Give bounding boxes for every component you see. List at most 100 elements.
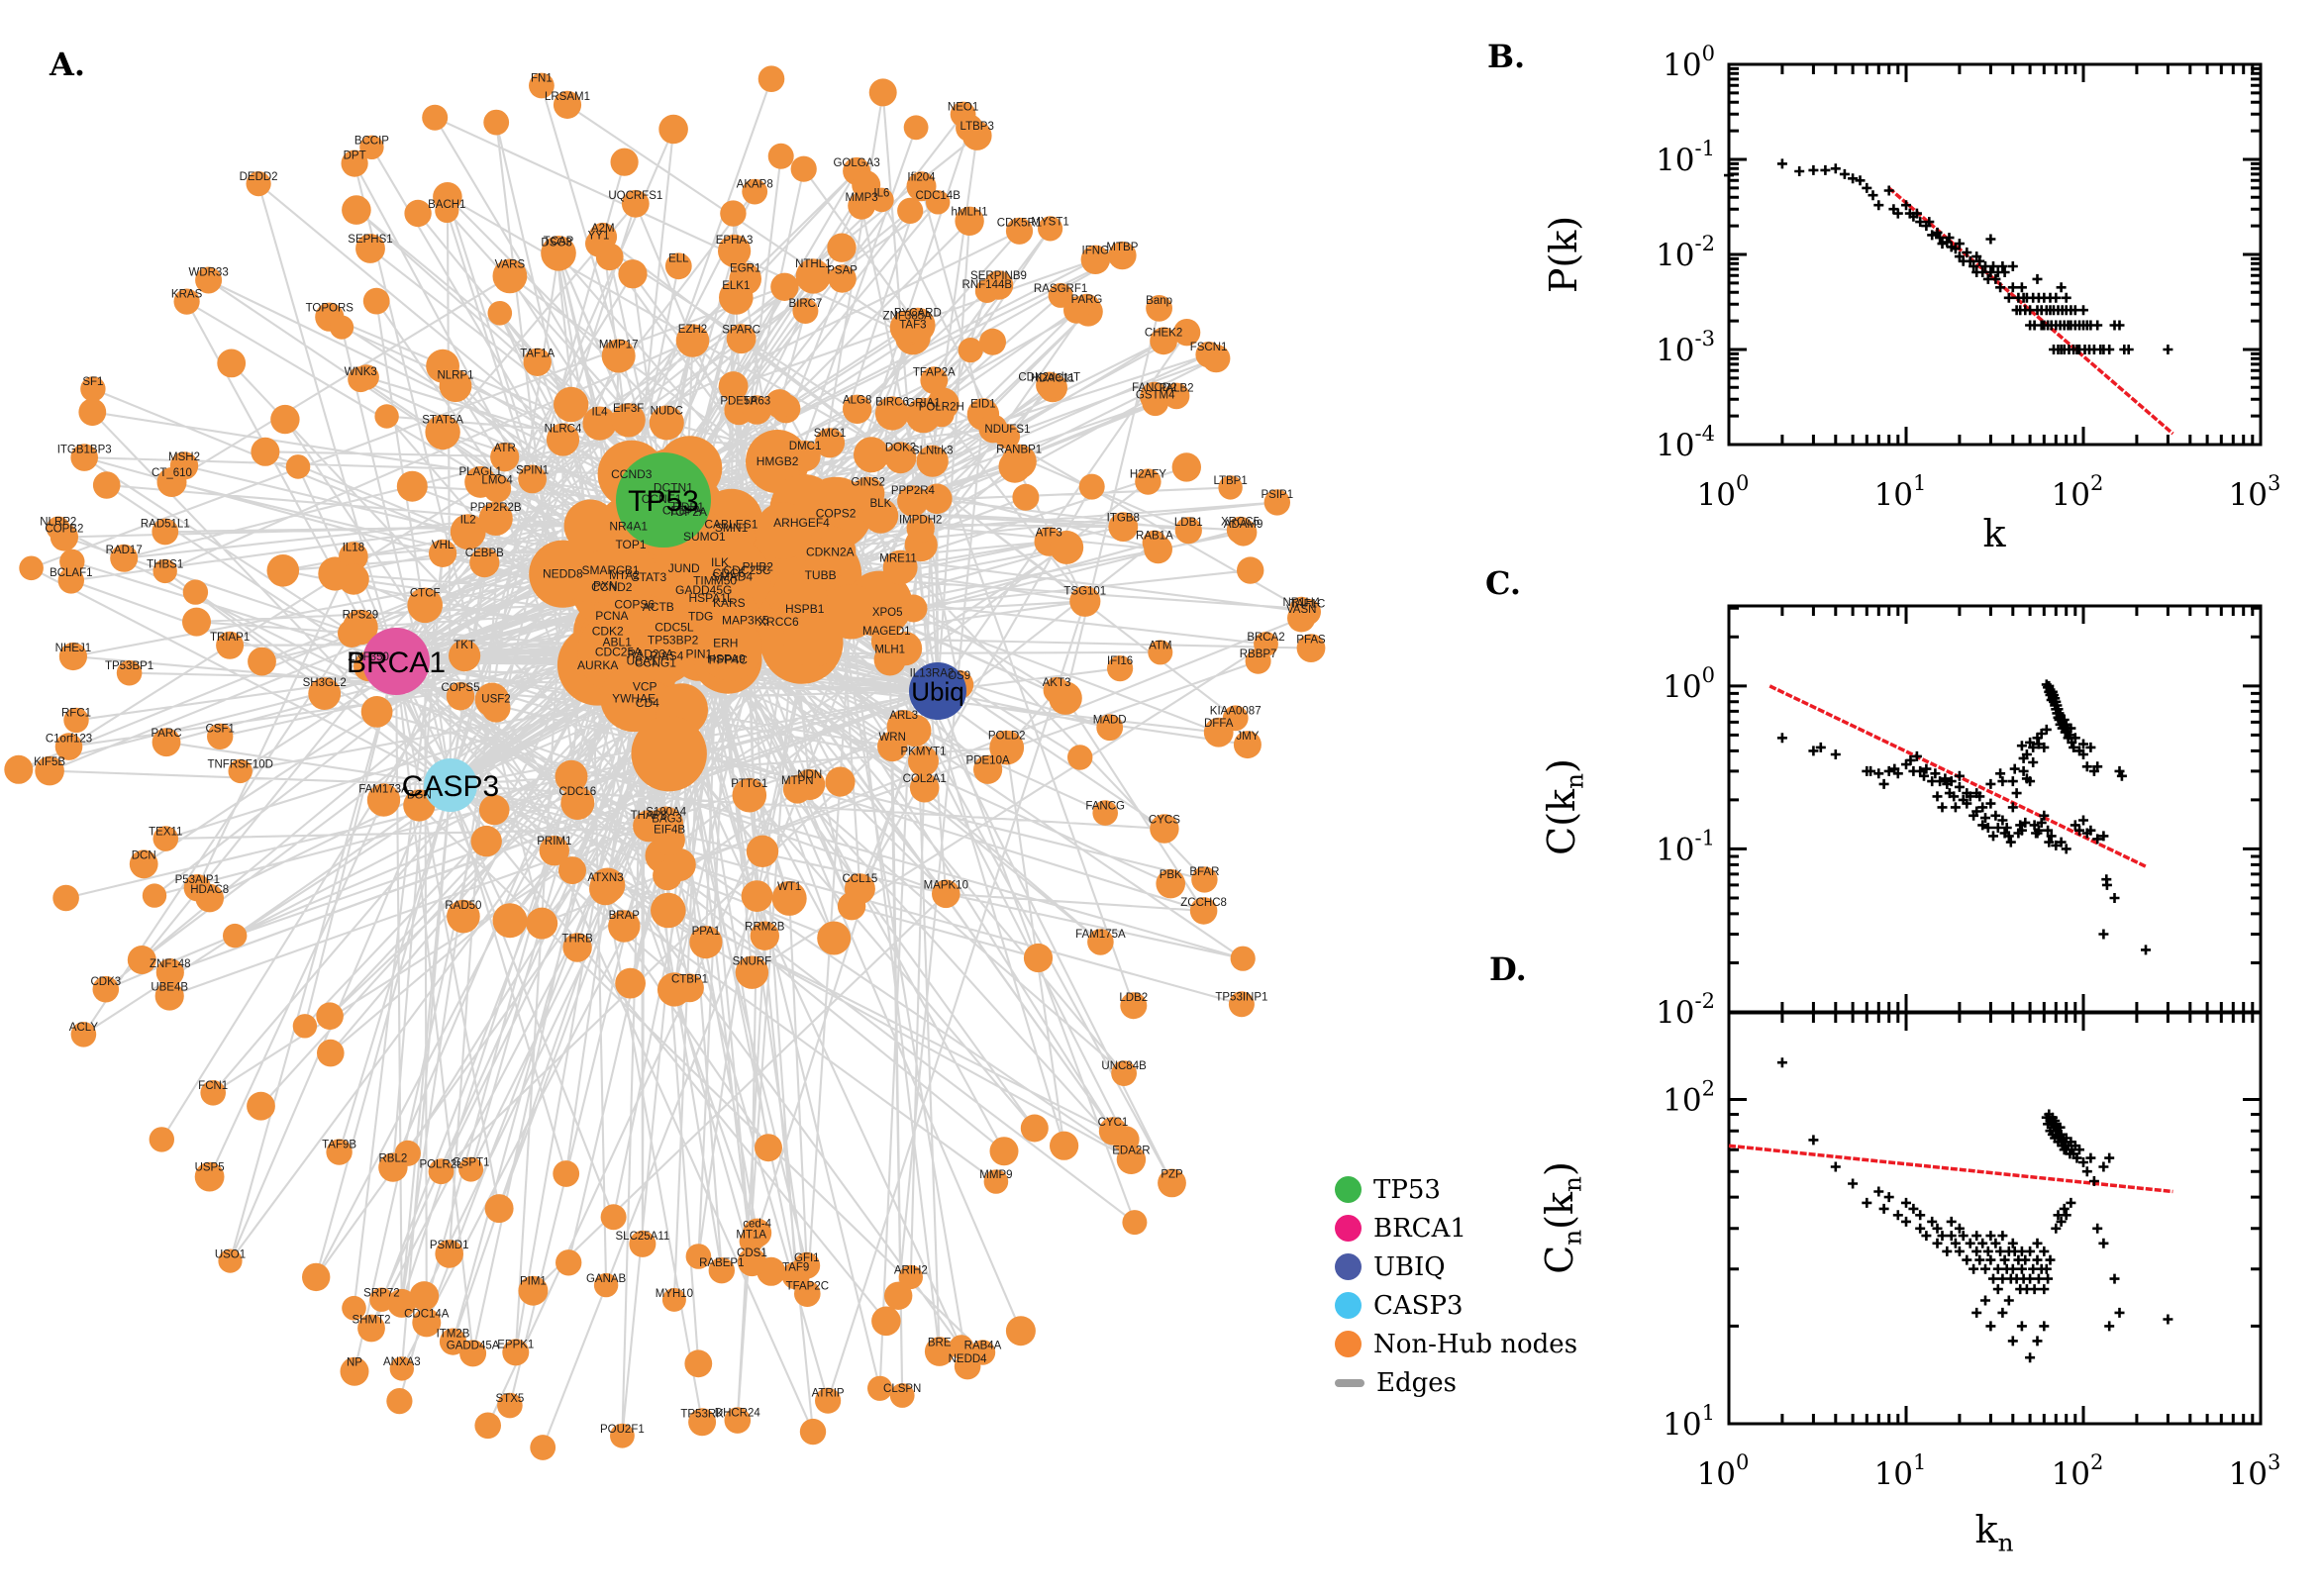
network-node	[223, 923, 248, 948]
network-node-label: MT1A	[736, 1230, 766, 1242]
network-node-label: PPP2R4	[891, 485, 936, 497]
network-node	[490, 443, 520, 472]
network-node	[827, 233, 857, 262]
network-node	[1005, 1316, 1036, 1347]
network-node	[755, 502, 812, 559]
network-node	[653, 860, 682, 891]
network-node	[600, 1204, 627, 1231]
network-node-label: THAP8	[631, 810, 667, 822]
network-node	[555, 759, 588, 793]
y-tick-label: 101	[1663, 1401, 1715, 1443]
y-tick-label: 10-1	[1656, 137, 1715, 178]
network-node	[1050, 530, 1084, 564]
network-node-label: JUND	[668, 561, 700, 575]
network-node-label: FANCD2	[1132, 382, 1176, 394]
legend-node-swatch	[1335, 1331, 1362, 1357]
network-node	[1156, 868, 1185, 899]
network-node-label: RAD23A	[628, 647, 674, 660]
network-node	[1172, 319, 1201, 347]
network-node-label: STX5	[496, 1393, 525, 1405]
network-node-label: BRCA2	[1247, 632, 1284, 644]
network-node-label: SRP72	[363, 1288, 399, 1300]
network-node-label: THRB	[561, 933, 593, 945]
network-node	[795, 258, 831, 294]
network-node-label: VCP	[633, 679, 657, 693]
network-node	[1069, 585, 1101, 617]
network-node-label: TOP1	[615, 538, 646, 551]
hub-node-tp53	[616, 452, 711, 548]
network-node-label: PPP2R2B	[470, 502, 522, 514]
network-node-label: BACH1	[428, 199, 465, 211]
network-node	[195, 266, 223, 294]
network-node-label: TOPORS	[306, 303, 354, 315]
network-node-label: MAP3K5	[722, 614, 769, 628]
network-node	[897, 485, 929, 517]
network-node-labels: CCNE1 CDK2 PCNA NEDD8 KARS UBA1 XRCC6 DDB1 HSPB1…	[34, 73, 1326, 1436]
legend-item-casp3: CASP3	[1335, 1286, 1577, 1325]
network-node-label: NR1H4	[1282, 597, 1320, 609]
y-axis-title: P(k)	[1542, 216, 1585, 293]
axis-box	[1727, 1011, 2263, 1426]
axis-ticks	[1727, 606, 2263, 1014]
network-node	[615, 967, 646, 999]
network-node-label: USO1	[215, 1249, 246, 1261]
hub-node-casp3	[424, 758, 477, 812]
network-node-label: XRCC6	[758, 615, 799, 629]
network-node-label: SLC25A11	[616, 1231, 670, 1243]
network-node-label: CHEK2	[1145, 327, 1182, 339]
network-node-label: MTBP	[1106, 242, 1138, 253]
network-node	[961, 121, 992, 150]
network-node	[1289, 596, 1314, 621]
network-node-label: TP53BP2	[648, 633, 699, 647]
network-node	[542, 237, 571, 266]
network-node	[1092, 800, 1118, 826]
network-node-label: ZNF350	[348, 651, 389, 663]
network-node-label: TAF3	[899, 320, 926, 332]
network-node-label: POU2F1	[600, 1424, 645, 1436]
network-node	[817, 921, 852, 955]
network-node	[200, 1080, 226, 1106]
network-node	[429, 539, 457, 568]
network-node	[285, 454, 311, 479]
network-node	[342, 1295, 366, 1321]
network-node-label: PPA1	[692, 926, 721, 938]
network-node	[1120, 992, 1148, 1020]
network-node-label: WNK3	[345, 366, 377, 378]
network-node	[741, 880, 773, 912]
network-node	[955, 206, 984, 236]
network-node-label: MAPK10	[924, 880, 968, 892]
network-node-label: RNF144B	[962, 279, 1013, 291]
network-node	[447, 899, 480, 934]
network-node-label: H2AFY	[1130, 468, 1166, 480]
network-node	[582, 406, 617, 441]
network-node	[478, 794, 510, 826]
network-node	[908, 746, 939, 777]
network-node-label: ELK1	[722, 280, 750, 292]
network-node-label: TCAP	[544, 236, 574, 248]
legend-node-swatch	[1335, 1292, 1362, 1319]
network-node-label: SHMT2	[353, 1315, 391, 1327]
network-node	[1087, 929, 1114, 955]
network-node	[793, 1251, 821, 1279]
network-node-label: GANAB	[586, 1273, 627, 1285]
network-node-label: PDE5A	[720, 396, 758, 408]
network-node-label: ITM2B	[437, 1329, 470, 1341]
network-node-label: FAM175A	[1075, 929, 1126, 941]
network-node	[932, 879, 960, 909]
network-node-label: ZNF385A	[883, 310, 933, 322]
network-node-label: CDK3	[90, 976, 121, 988]
network-node-label: RAB1A	[1136, 531, 1173, 543]
network-node-label: ILK	[711, 555, 729, 569]
network-node-label: BRE	[928, 1337, 952, 1348]
network-node-label: PYCARD	[894, 308, 942, 320]
network-node-label: UBE4B	[151, 981, 188, 993]
network-node	[354, 364, 379, 390]
data-points	[1776, 679, 2151, 955]
network-node-label: PALB2	[1160, 383, 1194, 395]
network-node-label: CCNE1	[642, 492, 682, 506]
network-node	[19, 555, 44, 581]
network-node-label: CCND3	[611, 467, 653, 481]
network-node-label: PARC	[151, 728, 181, 740]
network-node-label: TUBB	[805, 568, 837, 582]
network-node-label: NTHL1	[795, 258, 831, 270]
